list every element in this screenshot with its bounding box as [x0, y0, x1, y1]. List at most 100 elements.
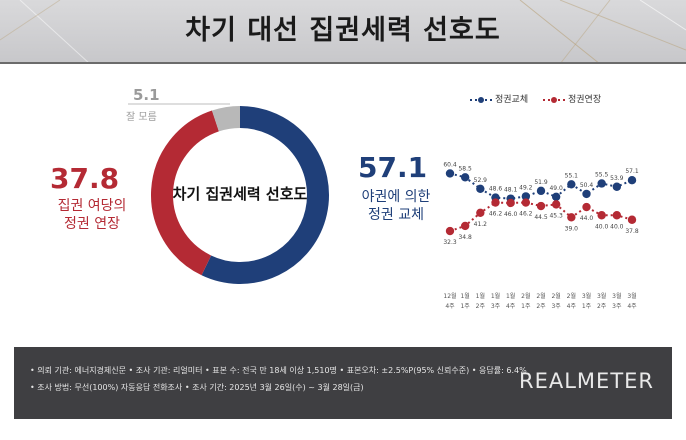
point-change-7: [551, 192, 561, 201]
header-decoration: [0, 0, 686, 64]
point-extend-11: [612, 211, 622, 220]
value-label-extend-5: 46.2: [519, 211, 533, 218]
value-label-extend-9: 44.0: [580, 215, 594, 222]
change-label: 야권에 의한 정권 교체: [346, 188, 446, 224]
value-label-change-3: 48.6: [489, 186, 503, 193]
point-extend-5: [521, 198, 531, 207]
legend-extend: 정권연장: [543, 92, 601, 105]
change-label-line2: 정권 교체: [368, 207, 424, 223]
x-tick-label-2-1: 2주: [476, 303, 486, 310]
point-change-5: [521, 192, 531, 201]
x-tick-label-3-1: 3주: [491, 303, 501, 310]
value-label-change-2: 52.9: [474, 177, 488, 184]
value-label-extend-0: 32.3: [443, 239, 457, 246]
x-tick-label-5-0: 2월: [521, 292, 530, 300]
point-extend-6: [536, 201, 546, 211]
change-value: 57.1: [358, 151, 428, 184]
unsure-value: 5.1: [133, 86, 160, 104]
x-tick-label-11-1: 3주: [612, 303, 622, 310]
x-tick-label-0-0: 12월: [443, 292, 456, 300]
x-tick-label-7-1: 3주: [551, 303, 561, 310]
value-label-change-1: 58.5: [458, 165, 472, 172]
extend-label-line2: 정권 연장: [64, 216, 120, 232]
realmeter-logo: REALMETER: [519, 369, 654, 393]
x-tick-label-9-0: 3월: [582, 292, 591, 300]
donut-slice-unsure: [211, 106, 241, 132]
point-change-10: [597, 179, 606, 188]
x-tick-label-11-0: 3월: [612, 292, 621, 300]
x-tick-label-4-1: 4주: [506, 303, 516, 310]
value-label-extend-7: 45.3: [549, 212, 563, 219]
page-title: 차기 대선 집권세력 선호도: [185, 15, 501, 46]
point-extend-8: [567, 213, 576, 222]
value-label-extend-11: 40.0: [610, 223, 624, 230]
change-label-line1: 야권에 의한: [361, 189, 431, 205]
header-banner: 차기 대선 집권세력 선호도: [0, 0, 686, 64]
point-change-11: [612, 182, 622, 191]
x-tick-label-9-1: 1주: [582, 303, 592, 310]
point-change-1: [460, 173, 470, 182]
header-divider: [0, 62, 686, 64]
value-label-change-7: 49.0: [549, 185, 563, 192]
value-label-change-11: 53.9: [610, 175, 624, 182]
x-tick-label-8-0: 2월: [567, 292, 576, 300]
footer-info-panel: • 의뢰 기관: 에너지경제신문 • 조사 기관: 리얼미터 • 표본 수: 전…: [14, 347, 672, 419]
point-change-8: [567, 180, 576, 189]
x-tick-label-10-0: 3월: [597, 292, 606, 300]
survey-info-line-2: • 조사 방법: 무선(100%) 자동응답 전화조사 • 조사 기간: 202…: [30, 383, 364, 392]
trend-line-chart: 60.458.552.948.6 48.1 49.251.949.055.150.4…: [443, 161, 639, 310]
extend-label: 집권 여당의 정권 연장: [42, 197, 142, 233]
x-tick-label-1-1: 1주: [460, 303, 470, 310]
unsure-label: 잘 모름: [126, 112, 157, 123]
point-change-0: [445, 169, 455, 178]
x-tick-label-1-0: 1월: [460, 292, 469, 300]
x-tick-label-6-0: 2월: [536, 292, 545, 300]
donut-slice-change: [201, 106, 329, 284]
x-tick-label-2-0: 1월: [476, 292, 485, 300]
legend-change-marker: [470, 96, 492, 103]
point-extend-4: [506, 198, 515, 208]
point-extend-1: [460, 221, 470, 231]
value-label-change-6: 51.9: [534, 179, 548, 186]
value-label-extend-8: 39.0: [565, 225, 579, 232]
value-label-change-4: 48.1: [504, 187, 518, 194]
value-label-change-5: 49.2: [519, 184, 533, 191]
point-extend-10: [597, 211, 606, 220]
value-label-extend-3: 46.2: [489, 211, 503, 218]
value-label-extend-12: 37.8: [625, 228, 639, 235]
legend-extend-label: 정권연장: [568, 95, 602, 105]
extend-label-line1: 집권 여당의: [57, 198, 127, 214]
x-tick-label-8-1: 4주: [567, 303, 577, 310]
point-extend-9: [582, 202, 591, 212]
extend-value: 37.8: [50, 162, 120, 195]
x-tick-label-3-0: 1월: [491, 292, 500, 300]
x-tick-label-12-0: 3월: [627, 292, 636, 300]
value-label-extend-10: 40.0: [595, 223, 609, 230]
value-label-extend-6: 44.5: [534, 214, 548, 221]
point-extend-0: [445, 226, 455, 236]
x-tick-label-4-0: 1월: [506, 292, 515, 300]
value-label-change-10: 55.5: [595, 171, 609, 178]
survey-info-line-1: • 의뢰 기관: 에너지경제신문 • 조사 기관: 리얼미터 • 표본 수: 전…: [30, 366, 527, 375]
point-extend-3: [491, 198, 500, 207]
value-label-extend-1: 34.8: [458, 234, 472, 241]
point-extend-12: [627, 215, 637, 224]
legend-extend-marker: [543, 96, 565, 103]
value-label-change-0: 60.4: [443, 161, 457, 168]
value-label-change-9: 50.4: [580, 182, 594, 189]
value-label-change-8: 55.1: [565, 172, 579, 179]
x-tick-label-12-1: 4주: [627, 303, 637, 310]
point-extend-7: [551, 200, 561, 209]
donut-chart: [151, 106, 329, 284]
legend-change-label: 정권교체: [495, 95, 529, 105]
value-label-extend-4: 46.0: [504, 211, 518, 218]
donut-slice-extend: [151, 110, 220, 276]
x-tick-label-10-1: 2주: [597, 303, 607, 310]
point-change-9: [582, 189, 591, 199]
point-change-6: [536, 186, 546, 196]
value-label-change-12: 57.1: [625, 168, 639, 175]
point-change-2: [476, 184, 485, 194]
value-label-extend-2: 41.2: [474, 221, 488, 228]
legend-change: 정권교체: [470, 92, 528, 105]
x-tick-label-0-1: 4주: [445, 303, 455, 310]
